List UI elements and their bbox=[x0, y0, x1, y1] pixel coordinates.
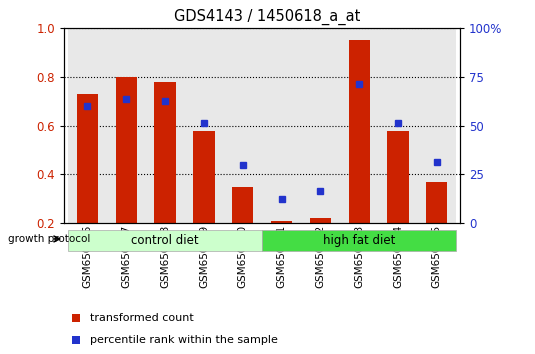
Bar bbox=[348, 40, 370, 223]
Bar bbox=[271, 221, 292, 223]
Bar bbox=[310, 218, 331, 223]
Bar bbox=[340, 28, 379, 223]
Text: transformed count: transformed count bbox=[90, 313, 194, 323]
Text: control diet: control diet bbox=[131, 234, 199, 247]
Bar bbox=[146, 28, 185, 223]
Bar bbox=[262, 28, 301, 223]
Bar bbox=[387, 131, 409, 223]
Bar bbox=[68, 230, 262, 251]
Bar bbox=[68, 28, 107, 223]
Bar bbox=[155, 82, 176, 223]
Bar bbox=[107, 28, 146, 223]
Bar bbox=[116, 77, 137, 223]
Bar bbox=[193, 131, 215, 223]
Text: growth protocol: growth protocol bbox=[8, 234, 90, 244]
Bar bbox=[417, 28, 456, 223]
Bar bbox=[185, 28, 223, 223]
Bar bbox=[223, 28, 262, 223]
Text: percentile rank within the sample: percentile rank within the sample bbox=[90, 335, 278, 346]
Bar bbox=[77, 94, 98, 223]
Bar bbox=[379, 28, 417, 223]
Bar bbox=[262, 230, 456, 251]
Bar bbox=[426, 182, 447, 223]
Bar bbox=[301, 28, 340, 223]
Text: high fat diet: high fat diet bbox=[323, 234, 395, 247]
Text: GDS4143 / 1450618_a_at: GDS4143 / 1450618_a_at bbox=[174, 9, 361, 25]
Bar bbox=[232, 187, 254, 223]
